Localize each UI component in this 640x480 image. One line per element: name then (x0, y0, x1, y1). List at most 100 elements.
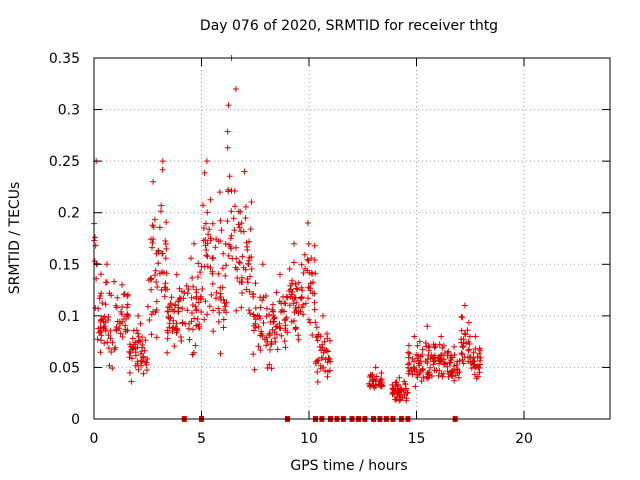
data-point (228, 208, 235, 215)
data-point (162, 238, 169, 244)
data-point (236, 224, 243, 231)
data-point (408, 366, 415, 373)
y-tick-label: 0.05 (49, 360, 80, 376)
data-point (162, 255, 169, 262)
data-point (270, 319, 277, 326)
data-point (238, 304, 245, 311)
data-point (225, 252, 232, 259)
data-point (201, 169, 208, 176)
chart-title: Day 076 of 2020, SRMTID for receiver tht… (200, 18, 498, 34)
data-point (297, 308, 304, 315)
data-point (438, 333, 445, 340)
data-points (91, 55, 484, 422)
data-point (185, 286, 192, 293)
data-point (209, 268, 216, 275)
data-point (246, 307, 252, 314)
data-point (202, 242, 209, 249)
y-tick-label: 0.1 (58, 309, 80, 325)
data-point (201, 316, 208, 323)
data-point (314, 357, 321, 364)
data-point (225, 188, 232, 195)
data-point (248, 266, 255, 272)
data-point (472, 333, 479, 340)
data-point (124, 327, 131, 334)
data-point (232, 86, 239, 92)
data-point (313, 334, 320, 341)
data-point (260, 319, 267, 326)
data-point (243, 286, 250, 293)
data-point (286, 266, 293, 272)
x-tick-label: 0 (90, 431, 99, 447)
data-point (436, 360, 442, 367)
data-point (209, 280, 216, 287)
data-point (277, 271, 283, 278)
data-point (451, 377, 458, 384)
data-point (298, 284, 305, 291)
data-point (451, 343, 458, 350)
data-point (284, 294, 291, 301)
data-point (305, 316, 312, 323)
data-point (213, 295, 219, 302)
data-point (406, 360, 413, 367)
data-point (189, 275, 196, 281)
data-point (203, 252, 210, 259)
data-point (105, 345, 112, 352)
data-point (263, 342, 270, 349)
data-point (208, 291, 215, 298)
data-point (317, 362, 324, 369)
data-point (314, 369, 321, 375)
data-point (273, 289, 280, 296)
data-point (295, 336, 302, 343)
data-point (107, 335, 114, 342)
data-point (316, 343, 323, 350)
data-point (259, 261, 266, 268)
data-point (179, 305, 186, 312)
data-point (158, 202, 165, 209)
data-point (136, 337, 143, 344)
data-point (477, 354, 484, 361)
data-point (233, 244, 239, 251)
data-point (230, 215, 237, 222)
data-point (207, 196, 214, 203)
data-point (476, 350, 483, 357)
data-point (192, 303, 199, 310)
data-point (155, 248, 162, 255)
data-point (300, 311, 307, 318)
data-point (184, 307, 191, 314)
data-point (406, 350, 413, 357)
data-point (159, 269, 165, 275)
data-point (451, 363, 458, 369)
data-point (128, 355, 135, 362)
data-point (92, 305, 99, 311)
data-point (280, 293, 286, 300)
data-point (191, 240, 197, 247)
data-point (281, 338, 288, 345)
data-point (377, 377, 384, 384)
data-point (175, 308, 181, 315)
data-point (431, 344, 438, 351)
data-point (235, 221, 242, 228)
data-point (466, 346, 473, 353)
data-point (134, 360, 141, 367)
data-point (311, 306, 318, 313)
data-point (411, 365, 418, 372)
data-point (370, 376, 376, 383)
data-point (252, 305, 259, 312)
data-point (264, 305, 270, 312)
data-point (188, 294, 195, 301)
data-point (268, 365, 275, 372)
data-point (151, 216, 158, 223)
data-point (200, 202, 206, 209)
data-point (238, 228, 244, 235)
data-point (156, 224, 163, 231)
data-point (295, 279, 302, 286)
data-point (234, 266, 241, 273)
data-point (298, 261, 305, 268)
data-point (427, 364, 434, 371)
data-point (203, 158, 210, 165)
data-point (103, 261, 110, 268)
data-point (467, 359, 474, 366)
data-point (246, 254, 253, 261)
data-point (150, 178, 157, 185)
data-point (305, 257, 312, 264)
